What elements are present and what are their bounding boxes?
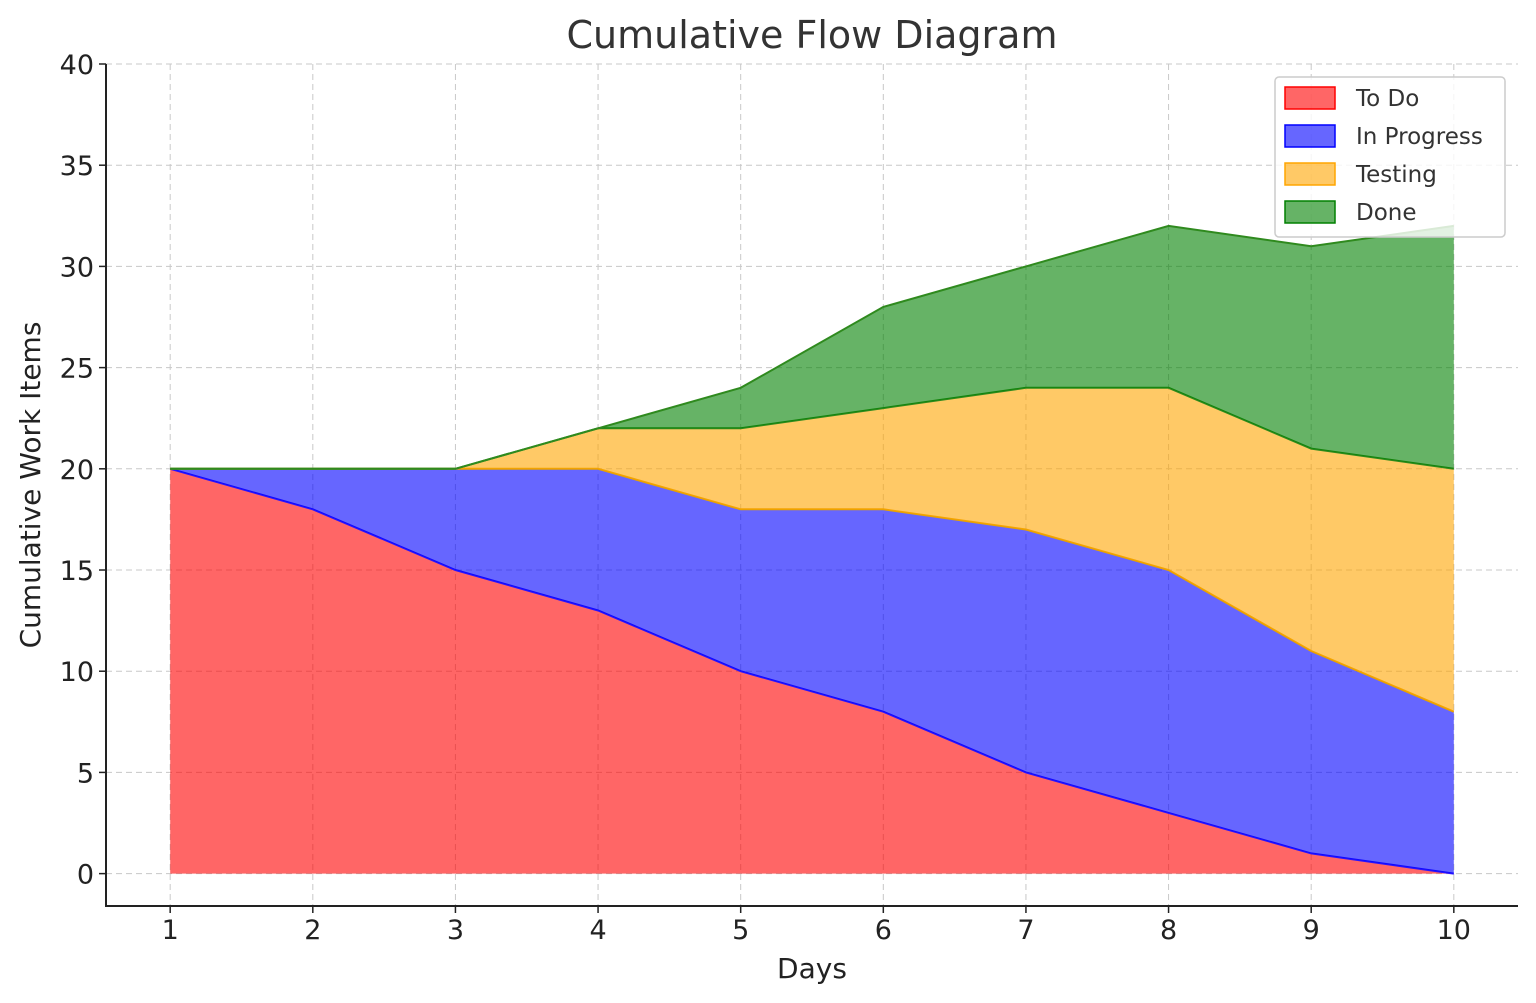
- stacked-areas: [169, 224, 1455, 875]
- legend-swatch: [1284, 162, 1336, 186]
- area-in-progress: [170, 468, 1454, 874]
- legend-label: In Progress: [1356, 124, 1483, 150]
- x-tick-label: 3: [447, 915, 464, 946]
- legend-label: Testing: [1355, 162, 1437, 188]
- axes: [105, 64, 1518, 907]
- legend-frame: [1274, 76, 1506, 238]
- tick-labels: 0 5 10 15 20 25 30 35 40 1 2 3 4 5 6 7 8 9 10: [60, 50, 1471, 946]
- y-tick-label: 10: [60, 657, 94, 688]
- x-tick-label: 7: [1017, 915, 1034, 946]
- y-tick-label: 25: [60, 354, 94, 385]
- legend-label: Done: [1356, 200, 1417, 226]
- y-tick-label: 35: [60, 151, 94, 182]
- y-tick-label: 15: [60, 556, 94, 587]
- legend-swatch: [1284, 200, 1336, 224]
- x-tick-label: 4: [589, 915, 606, 946]
- y-tick-label: 30: [60, 252, 94, 283]
- x-tick-label: 8: [1160, 915, 1177, 946]
- x-tick-label: 9: [1303, 915, 1320, 946]
- x-tick-label: 5: [732, 915, 749, 946]
- x-tick-label: 10: [1437, 915, 1471, 946]
- x-tick-label: 2: [304, 915, 321, 946]
- axis-spines: [105, 64, 1518, 907]
- x-axis-label: Days: [777, 952, 847, 985]
- legend-swatch: [1284, 86, 1336, 110]
- y-tick-label: 20: [60, 455, 94, 486]
- y-tick-label: 5: [77, 758, 94, 789]
- x-tick-label: 1: [162, 915, 179, 946]
- y-tick-label: 0: [77, 860, 94, 891]
- y-tick-label: 40: [60, 50, 94, 81]
- legend-swatch: [1284, 124, 1336, 148]
- x-tick-label: 6: [875, 915, 892, 946]
- area-to-do: [170, 468, 1454, 874]
- chart-title: Cumulative Flow Diagram: [567, 13, 1058, 57]
- legend: To Do In Progress Testing Done: [1274, 76, 1506, 238]
- legend-label: To Do: [1355, 86, 1419, 112]
- area-edge-done: [170, 224, 1454, 470]
- area-testing: [170, 387, 1454, 712]
- y-axis-label: Cumulative Work Items: [14, 322, 47, 649]
